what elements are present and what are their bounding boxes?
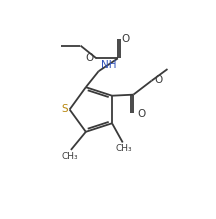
Text: O: O	[137, 109, 145, 119]
Text: O: O	[122, 34, 130, 44]
Text: O: O	[86, 53, 94, 63]
Text: CH₃: CH₃	[62, 152, 78, 161]
Text: NH: NH	[101, 60, 117, 70]
Text: CH₃: CH₃	[116, 144, 132, 153]
Text: S: S	[62, 104, 68, 115]
Text: O: O	[154, 75, 162, 85]
